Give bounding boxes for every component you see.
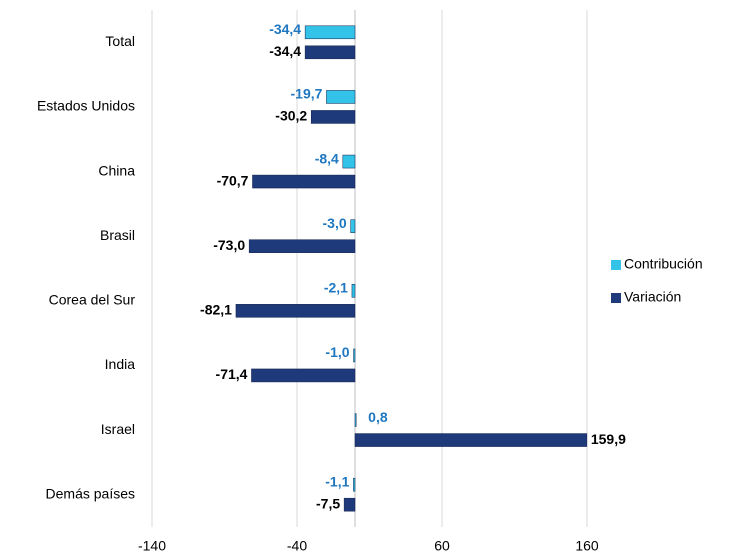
value-label: -1,0 [325,344,349,360]
bar [353,477,356,492]
y-tick-label: China [98,162,135,178]
value-label: -8,4 [315,150,339,166]
bar [304,25,356,40]
bar [342,154,356,169]
value-label: -73,0 [213,237,245,253]
value-label: 0,8 [368,409,388,425]
bar [251,368,356,383]
bar [343,497,356,512]
y-tick-label: Total [105,33,135,49]
value-label: -2,1 [324,280,348,296]
value-label: -70,7 [217,172,249,188]
y-tick-label: Estados Unidos [37,98,135,114]
y-tick-label: Corea del Sur [49,292,136,308]
bar [326,90,356,104]
value-label: 159,9 [591,431,626,447]
value-label: -1,1 [325,473,349,489]
value-label: -34,4 [269,43,301,59]
legend-swatch [611,293,621,303]
value-label: -82,1 [200,302,232,318]
y-tick-label: Brasil [100,227,135,243]
x-tick-label: -140 [138,538,166,554]
bar [353,348,356,363]
bar [351,284,356,298]
bar [235,304,356,318]
bar [354,413,357,427]
value-label: -30,2 [275,108,307,124]
bar [354,433,588,447]
legend-label: Variación [624,289,681,305]
bar [310,110,356,124]
value-label: -19,7 [291,86,323,102]
legend-label: Contribución [624,256,703,272]
value-label: -3,0 [323,215,347,231]
value-label: -71,4 [216,366,248,382]
x-tick-label: -40 [287,538,307,554]
bar [350,219,356,233]
value-label: -7,5 [316,495,340,511]
y-tick-label: India [105,356,136,372]
bar [252,174,356,189]
y-tick-label: Israel [101,421,135,437]
legend-swatch [611,260,621,270]
value-label: -34,4 [269,21,301,37]
x-tick-label: 60 [434,538,450,554]
bar [304,45,356,60]
bar [248,239,356,253]
x-tick-label: 160 [575,538,599,554]
y-tick-label: Demás países [46,485,135,501]
